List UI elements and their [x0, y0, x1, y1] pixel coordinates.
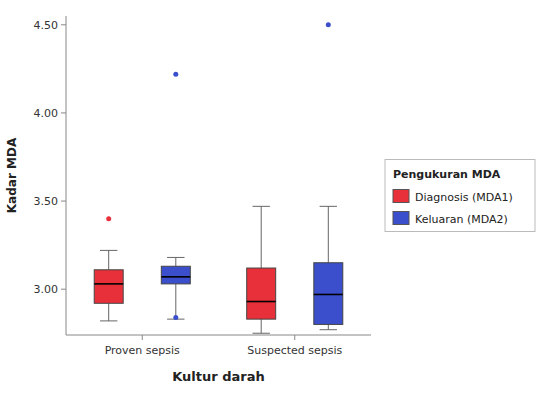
- x-tick-label: Suspected sepsis: [247, 344, 342, 357]
- whisker-cap: [253, 333, 270, 334]
- x-tick: [294, 335, 295, 340]
- box: [161, 266, 190, 284]
- whisker-cap: [253, 206, 270, 207]
- legend-title: Pengukuran MDA: [393, 168, 501, 181]
- y-tick: [61, 24, 66, 25]
- x-axis-label: Kultur darah: [172, 369, 264, 384]
- box: [314, 263, 343, 325]
- outlier: [173, 72, 178, 77]
- y-axis-label: Kadar MDA: [5, 137, 19, 213]
- y-axis-line: [66, 16, 67, 335]
- outlier: [173, 315, 178, 320]
- whisker-cap: [100, 320, 117, 321]
- legend-frame: [385, 160, 535, 232]
- legend: Pengukuran MDA Diagnosis (MDA1) Keluaran (…: [385, 160, 535, 232]
- outlier: [326, 22, 331, 27]
- y-tick: [61, 289, 66, 290]
- whisker: [108, 250, 109, 269]
- whisker-cap: [100, 250, 117, 251]
- median: [314, 294, 343, 296]
- y-tick-label: 4.50: [34, 19, 59, 32]
- legend-label: Diagnosis (MDA1): [415, 191, 513, 204]
- whisker: [261, 206, 262, 268]
- x-tick: [142, 335, 143, 340]
- whisker: [328, 324, 329, 329]
- legend-swatch: [393, 212, 409, 225]
- legend-label: Keluaran (MDA2): [415, 213, 508, 226]
- whisker-cap: [320, 329, 337, 330]
- outlier: [106, 216, 111, 221]
- box: [247, 268, 276, 319]
- median: [161, 276, 190, 278]
- whisker: [328, 206, 329, 262]
- y-tick-label: 3.00: [34, 283, 59, 296]
- whisker-cap: [167, 257, 184, 258]
- y-tick: [61, 201, 66, 202]
- plot-area: [94, 22, 343, 333]
- whisker: [108, 303, 109, 321]
- x-axis-line: [66, 335, 371, 336]
- whisker: [175, 284, 176, 319]
- x-tick-label: Proven sepsis: [105, 344, 180, 357]
- whisker-cap: [320, 206, 337, 207]
- y-tick-label: 4.00: [34, 107, 59, 120]
- whisker: [261, 319, 262, 333]
- whisker: [175, 257, 176, 266]
- median: [247, 301, 276, 303]
- box: [94, 270, 123, 303]
- y-tick-label: 3.50: [34, 195, 59, 208]
- y-tick: [61, 112, 66, 113]
- legend-swatch: [393, 190, 409, 203]
- chart: 3.00 3.50 4.00 4.50 Proven sepsis Suspected s…: [0, 0, 541, 393]
- median: [94, 283, 123, 285]
